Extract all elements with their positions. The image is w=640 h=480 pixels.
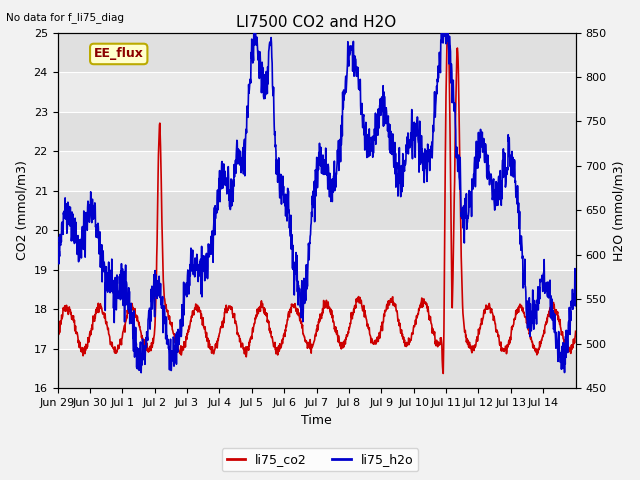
Line: li75_h2o: li75_h2o	[58, 28, 575, 372]
li75_h2o	[54, 238, 61, 244]
X-axis label: Time: Time	[301, 414, 332, 427]
li75_co2	[115, 346, 122, 352]
Text: No data for f_li75_diag: No data for f_li75_diag	[6, 12, 124, 23]
li75_h2o	[94, 235, 102, 240]
li75_co2	[54, 335, 61, 341]
Bar	[58, 112, 575, 151]
li75_h2o	[294, 302, 302, 308]
Bar	[58, 151, 575, 191]
Bar	[58, 270, 575, 309]
Text: EE_flux: EE_flux	[94, 48, 143, 60]
li75_co2	[440, 371, 447, 376]
li75_co2	[94, 309, 102, 315]
li75_h2o	[250, 25, 258, 31]
Title: LI7500 CO2 and H2O: LI7500 CO2 and H2O	[236, 15, 397, 30]
Y-axis label: H2O (mmol/m3): H2O (mmol/m3)	[612, 160, 625, 261]
Bar	[58, 191, 575, 230]
Line: li75_co2: li75_co2	[58, 33, 575, 373]
li75_h2o	[138, 370, 145, 375]
Bar	[58, 349, 575, 388]
li75_co2	[273, 345, 281, 350]
li75_h2o	[285, 210, 292, 216]
li75_h2o	[572, 303, 579, 309]
Bar	[58, 33, 575, 72]
li75_co2	[294, 311, 301, 317]
Y-axis label: CO2 (mmol/m3): CO2 (mmol/m3)	[15, 160, 28, 260]
li75_h2o	[115, 290, 122, 296]
Bar	[58, 309, 575, 349]
li75_co2	[284, 312, 292, 317]
Legend: li75_co2, li75_h2o: li75_co2, li75_h2o	[221, 448, 419, 471]
Bar	[58, 72, 575, 112]
Bar	[58, 230, 575, 270]
li75_h2o	[349, 48, 357, 54]
li75_co2	[572, 328, 579, 334]
li75_h2o	[274, 161, 282, 167]
li75_co2	[444, 30, 452, 36]
li75_co2	[349, 316, 356, 322]
